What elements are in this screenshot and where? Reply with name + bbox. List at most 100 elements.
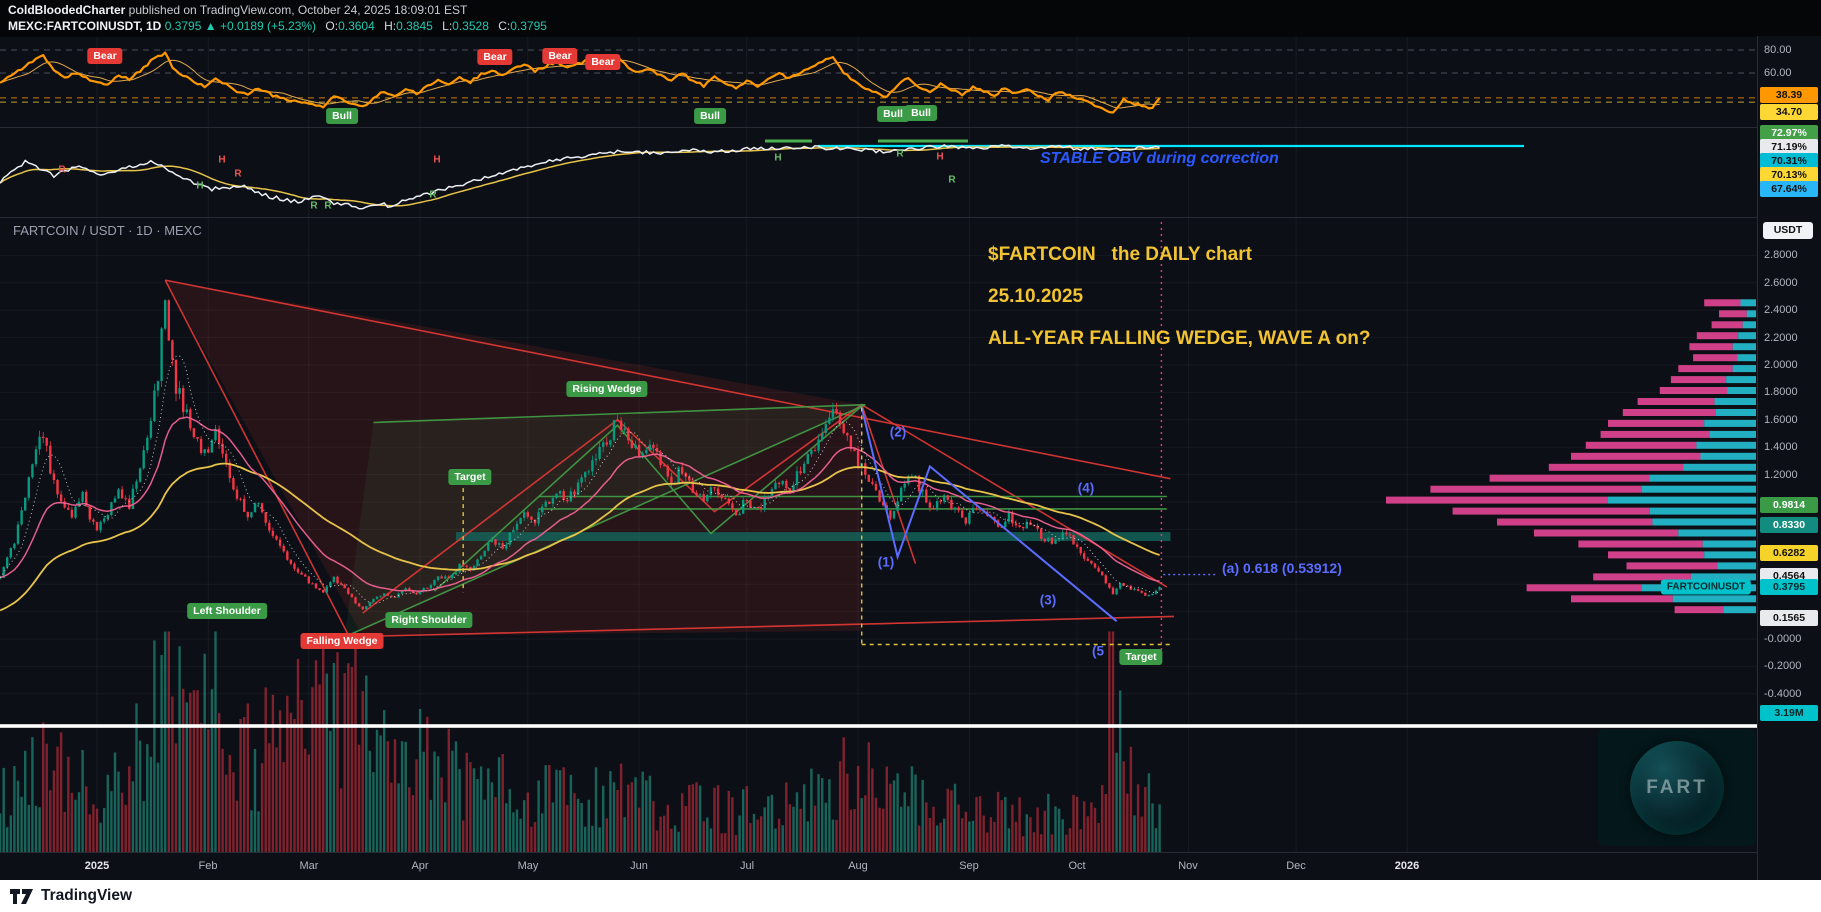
volume-profile-buy: [1732, 365, 1756, 373]
scale-label: 2.4000: [1764, 304, 1798, 317]
volume-profile-sell: [1578, 540, 1703, 548]
volume-profile-buy: [1672, 595, 1757, 603]
high-value: 0.3845: [396, 19, 433, 33]
close-label: C:: [498, 19, 511, 33]
scale-label: 1.6000: [1764, 413, 1798, 426]
low-value: 0.3528: [452, 19, 489, 33]
rsi-pane: [0, 49, 1757, 114]
obv-pane: [0, 139, 1524, 210]
volume-profile-sell: [1719, 310, 1747, 318]
chart-canvas[interactable]: [0, 0, 1757, 852]
volume-profile-buy: [1732, 343, 1756, 351]
volume-profile-sell: [1548, 463, 1684, 471]
tradingview-wordmark[interactable]: TradingView: [41, 887, 133, 904]
currency-button[interactable]: USDT: [1763, 222, 1813, 239]
support-band: [456, 532, 1171, 541]
volume-profile-sell: [1659, 387, 1728, 394]
volume-profile-buy: [1702, 540, 1756, 548]
time-axis-label: Jun: [630, 860, 648, 872]
author-name: ColdBloodedCharter: [8, 3, 126, 17]
fart-coin-text: FART: [1646, 776, 1708, 798]
scale-badge: 3.19M: [1760, 705, 1818, 721]
time-axis-label: Dec: [1286, 860, 1306, 872]
green-trendline: [373, 403, 866, 424]
scale-label: -0.4000: [1764, 687, 1802, 700]
time-axis-label: Mar: [299, 860, 319, 872]
volume-profile-buy: [1738, 332, 1756, 340]
rsi-line: [0, 51, 1161, 114]
published-header: ColdBloodedCharter published on TradingV…: [0, 0, 1821, 36]
scale-badge: 72.97%: [1760, 125, 1818, 141]
publish-info: published on TradingView.com, October 24…: [125, 3, 468, 17]
volume-profile-sell: [1489, 474, 1650, 482]
volume-profile-sell: [1571, 595, 1673, 603]
scale-badge: 71.19%: [1760, 139, 1818, 155]
volume-profile-sell: [1678, 365, 1733, 373]
scale-label: -0.0000: [1764, 633, 1802, 645]
red-trendline: [165, 279, 1171, 480]
pane-legend[interactable]: FARTCOIN / USDT · 1D · MEXC: [13, 223, 202, 238]
volume-profile-buy: [1696, 441, 1756, 449]
volume-profile-buy: [1649, 474, 1756, 482]
volume-profile-buy: [1700, 452, 1756, 460]
volume-profile-buy: [1717, 562, 1757, 570]
volume-profile-buy: [1716, 409, 1756, 416]
scale-badge: 70.31%: [1760, 153, 1818, 169]
scale-label: 2.2000: [1764, 331, 1798, 344]
scale-label: 2.0000: [1764, 359, 1798, 371]
ma-slow-yellow: [0, 462, 1160, 612]
volume-profile-sell: [1534, 529, 1679, 537]
red-trendline: [362, 403, 917, 614]
volume-profile-buy: [1704, 551, 1756, 559]
green-trendline: [433, 405, 863, 592]
volume-profile-sell: [1670, 376, 1727, 384]
scale-badge: 0.8330: [1760, 516, 1818, 533]
tradingview-logo-icon[interactable]: [10, 887, 34, 906]
volume-profile-sell: [1526, 584, 1642, 592]
stoch-fast-line: [0, 144, 1160, 210]
volume-profile-sell: [1600, 430, 1710, 438]
time-axis-label: 2026: [1394, 860, 1420, 872]
obv-note: STABLE OBV during correction: [1040, 150, 1279, 167]
symbol-title[interactable]: MEXC:FARTCOINUSDT, 1D: [8, 19, 162, 33]
scale-label: 2.6000: [1764, 276, 1798, 289]
change-arrow-icon: ▲: [204, 19, 217, 33]
scale-label: 1.2000: [1764, 468, 1798, 481]
time-axis-label: Aug: [848, 860, 868, 872]
scale-badge: 0.3795: [1760, 579, 1818, 595]
volume-profile-sell: [1696, 332, 1739, 340]
fib-retracement-note: (a) 0.618 (0.53912): [1222, 560, 1342, 576]
scale-label: 2.8000: [1764, 249, 1798, 262]
open-value: 0.3604: [338, 19, 375, 33]
volume-profile-sell: [1689, 343, 1733, 351]
volume-profile-sell: [1452, 507, 1650, 515]
volume-profile-sell: [1608, 419, 1705, 427]
volume-profile-sell: [1585, 441, 1697, 449]
time-axis[interactable]: 2025 Feb Mar Apr May Jun Jul Aug Sep Oct Nov Dec 202…: [0, 852, 1757, 881]
close-value: 0.3795: [510, 19, 547, 33]
green-trendline: [344, 403, 866, 638]
time-axis-label: Nov: [1178, 860, 1198, 872]
scale-badge: 0.1565: [1760, 609, 1818, 626]
price-scale[interactable]: 80.00 60.00 38.39 34.70 72.97% 71.19% 70.31% 70…: [1757, 36, 1821, 880]
open-label: O:: [325, 19, 339, 33]
volume-profile-sell: [1711, 321, 1743, 329]
volume-profile-buy: [1678, 529, 1756, 537]
volume-profile-buy: [1683, 463, 1756, 471]
time-axis-label: Apr: [411, 860, 429, 872]
volume-profile-buy: [1704, 419, 1756, 427]
annotation-date: 25.10.2025: [988, 286, 1084, 307]
footer-bar: TradingView: [0, 880, 1821, 912]
scale-badge: 67.64%: [1760, 181, 1818, 197]
scale-badge: 0.9814: [1760, 496, 1818, 513]
volume-profile-sell: [1430, 485, 1642, 493]
volume-profile-sell: [1626, 562, 1718, 570]
volume-profile-sell: [1608, 551, 1705, 559]
time-axis-label: Sep: [959, 860, 979, 872]
volume-profile-buy: [1652, 518, 1756, 526]
volume-profile-buy: [1714, 398, 1756, 405]
scale-label: 1.8000: [1764, 386, 1798, 399]
symbol-status-line: MEXC:FARTCOINUSDT, 1D 0.3795 ▲ +0.0189 (…: [8, 19, 547, 33]
volume-profile-sell: [1704, 299, 1741, 307]
volume-profile-buy: [1746, 310, 1757, 318]
